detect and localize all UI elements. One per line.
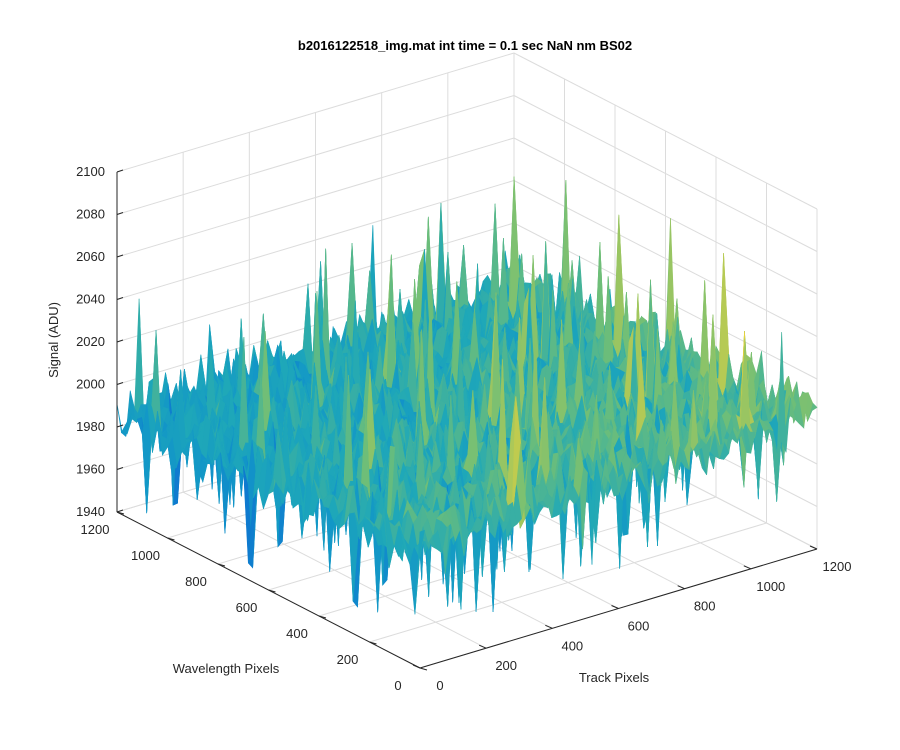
grid-line-y [369, 522, 767, 643]
chart-title: b2016122518_img.mat int time = 0.1 sec N… [298, 38, 632, 53]
grid-line-y [318, 496, 717, 617]
surface-mesh [116, 176, 818, 615]
